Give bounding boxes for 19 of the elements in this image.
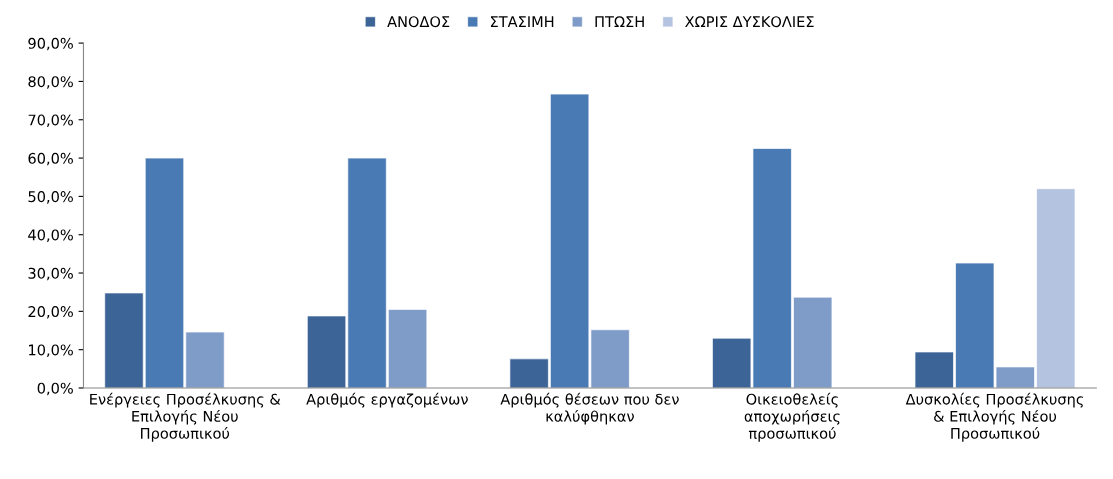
legend-label: ΧΩΡΙΣ ΔΥΣΚΟΛΙΕΣ bbox=[685, 16, 814, 28]
legend-label: ΠΤΩΣΗ bbox=[595, 16, 644, 27]
y-tick-label: 40,0% bbox=[28, 229, 73, 242]
y-tick-label: 0,0% bbox=[37, 382, 73, 396]
x-tick-label: Ενέργειες Προσέλκυσης & Επιλογής Νέου Προσωπικού bbox=[90, 392, 281, 442]
y-tick-label: 60,0% bbox=[28, 152, 73, 166]
x-tick-label: Δυσκολίες Προσέλκυσης & Επιλογής Νέου Προσωπικού bbox=[905, 392, 1083, 442]
y-tick-label: 70,0% bbox=[28, 114, 73, 127]
legend-label: ΑΝΟΔΟΣ bbox=[387, 16, 450, 28]
y-tick-label: 50,0% bbox=[28, 191, 73, 204]
y-tick-label: 10,0% bbox=[29, 344, 73, 357]
y-tick-label: 20,0% bbox=[28, 306, 73, 319]
legend-label: ΣΤΑΣΙΜΗ bbox=[490, 16, 554, 27]
x-tick-label: Αριθμός εργαζομένων bbox=[306, 392, 468, 408]
y-tick-label: 80,0% bbox=[28, 76, 73, 89]
x-tick-label: Οικειοθελείς αποχωρήσεις προσωπικού bbox=[744, 392, 840, 442]
x-tick-label: Αριθμός θέσεων που δεν καλύφθηκαν bbox=[500, 392, 679, 425]
y-tick-label: 30,0% bbox=[28, 267, 73, 281]
y-tick-label: 90,0% bbox=[28, 37, 73, 51]
